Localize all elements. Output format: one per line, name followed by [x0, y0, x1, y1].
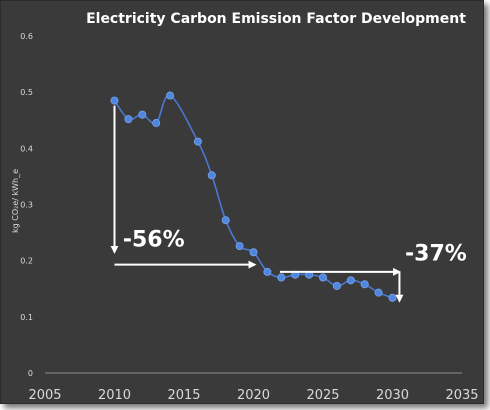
- y-tick-label: 0.1: [20, 313, 33, 322]
- data-point: [124, 115, 133, 124]
- data-point: [235, 242, 244, 251]
- data-point: [193, 137, 202, 146]
- data-point: [318, 273, 327, 282]
- data-point: [277, 273, 286, 282]
- data-point: [152, 119, 161, 128]
- y-tick-label: 0.6: [20, 32, 33, 41]
- x-tick-label: 2010: [98, 388, 131, 403]
- annotation-label: -56%: [123, 228, 185, 253]
- data-point: [263, 267, 272, 276]
- x-tick-label: 2005: [28, 388, 61, 403]
- data-point: [388, 293, 397, 302]
- x-tick-label: 2020: [237, 388, 270, 403]
- y-tick-label: 0: [28, 369, 33, 378]
- x-tick-label: 2030: [376, 388, 409, 403]
- y-axis-label: kg CO₂e/ kWh_e: [11, 169, 20, 233]
- line-chart: Electricity Carbon Emission Factor Devel…: [11, 11, 479, 403]
- data-point: [166, 91, 175, 100]
- data-point: [332, 281, 341, 290]
- data-point: [110, 96, 119, 105]
- y-tick-label: 0.2: [20, 257, 33, 266]
- data-point: [221, 216, 230, 225]
- y-tick-label: 0.5: [20, 88, 33, 97]
- data-point: [207, 171, 216, 180]
- data-point: [360, 280, 369, 289]
- chart-title: Electricity Carbon Emission Factor Devel…: [86, 11, 466, 27]
- data-point: [138, 110, 147, 119]
- chart-frame: Electricity Carbon Emission Factor Devel…: [0, 0, 484, 404]
- x-tick-label: 2025: [306, 388, 339, 403]
- data-point: [249, 248, 258, 257]
- x-tick-label: 2035: [445, 388, 478, 403]
- annotation-label: -37%: [405, 242, 467, 267]
- data-point: [374, 288, 383, 297]
- y-tick-label: 0.4: [20, 144, 33, 153]
- data-point: [346, 276, 355, 285]
- x-tick-label: 2015: [167, 388, 200, 403]
- y-tick-label: 0.3: [20, 201, 33, 210]
